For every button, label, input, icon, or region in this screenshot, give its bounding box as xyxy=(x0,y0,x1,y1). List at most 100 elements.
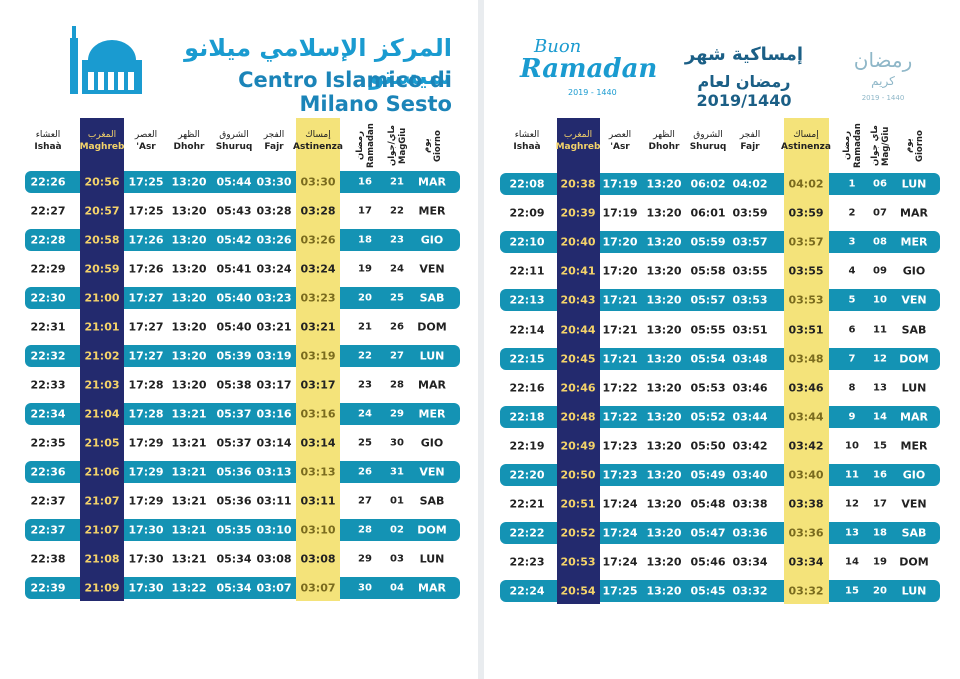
cell: 17:23 xyxy=(602,439,638,453)
astinenza-column xyxy=(296,118,340,601)
cell: 26 xyxy=(358,466,372,478)
cell: 05:46 xyxy=(690,555,726,569)
cell: 21:00 xyxy=(84,291,120,305)
cell: 13:20 xyxy=(646,323,682,336)
row-band xyxy=(25,345,460,367)
column-header-ar: الشروق xyxy=(693,130,723,140)
cell: 03:32 xyxy=(788,584,824,598)
cell: 03:21 xyxy=(256,320,292,334)
cell: 22:38 xyxy=(30,552,66,566)
cell: 13:21 xyxy=(171,407,207,421)
column-header-ar: ماي/جوان xyxy=(387,125,397,167)
column-header-ar: الفجر xyxy=(263,130,285,140)
cell: 05:50 xyxy=(690,439,726,453)
cell: 17:19 xyxy=(602,206,638,220)
column-header-ar: المغرب xyxy=(87,130,117,140)
cell: 15 xyxy=(845,585,859,597)
column-header-ar: الفجر xyxy=(739,130,761,140)
cell: 23 xyxy=(390,234,404,246)
cell: 08 xyxy=(873,236,887,248)
cell: 13:20 xyxy=(646,439,682,453)
cell: 30 xyxy=(390,437,404,449)
cell: GIO xyxy=(420,436,444,450)
cell: 24 xyxy=(390,263,404,275)
cell: MAR xyxy=(418,581,446,595)
cell: LUN xyxy=(901,381,927,395)
cell: 6 xyxy=(848,324,856,335)
cell: 02 xyxy=(390,524,404,536)
cell: MER xyxy=(418,407,446,421)
cell: 03:07 xyxy=(300,581,336,595)
cell: 03:53 xyxy=(732,293,768,307)
cell: 20:51 xyxy=(560,497,596,511)
cell: 20:45 xyxy=(560,352,596,366)
cell: 5 xyxy=(848,294,856,306)
cell: 17:30 xyxy=(128,552,164,566)
cell: MER xyxy=(418,204,446,218)
cell: 17:22 xyxy=(602,381,638,395)
cell: 13:20 xyxy=(171,378,207,392)
cell: 03:21 xyxy=(300,320,336,334)
cell: 17:25 xyxy=(602,584,638,598)
cell: 03:48 xyxy=(732,352,768,366)
cell: 22:14 xyxy=(509,323,545,336)
cell: 17:21 xyxy=(602,323,638,336)
row-band xyxy=(25,171,460,193)
column-header: Shuruq xyxy=(689,142,727,152)
column-header: Giorno xyxy=(915,130,925,162)
cell: 17:24 xyxy=(602,555,638,569)
cell: 21 xyxy=(358,321,372,333)
cell: 03:30 xyxy=(300,175,336,189)
cell: GIO xyxy=(902,468,926,482)
cell: 03:42 xyxy=(732,439,768,453)
column-header-ar: رمضان xyxy=(842,131,852,161)
cell: 20:54 xyxy=(560,584,596,598)
cell: 03:38 xyxy=(732,497,768,511)
cell: 22:27 xyxy=(30,204,66,218)
column-header: Astinenza xyxy=(781,142,831,152)
cell: 20:39 xyxy=(560,206,596,220)
cell: 2 xyxy=(848,207,856,219)
row-band xyxy=(25,287,460,309)
cell: 17:26 xyxy=(128,262,164,276)
cell: 4 xyxy=(848,265,856,277)
cell: 03:46 xyxy=(788,381,824,395)
cell: 9 xyxy=(848,411,856,423)
column-header-ar: إمساك xyxy=(305,130,331,140)
cell: 17:29 xyxy=(128,494,164,508)
cell: 23 xyxy=(358,379,372,391)
cell: SAB xyxy=(901,526,927,540)
cell: MER xyxy=(900,235,928,249)
column-header-ar: يوم xyxy=(904,138,914,154)
cell: 05:48 xyxy=(690,497,726,511)
cell: 05:53 xyxy=(690,381,726,395)
cell: 03:51 xyxy=(732,323,768,336)
title: Centro Islamico di Milano Sesto xyxy=(238,68,452,116)
cell: 17:20 xyxy=(602,264,638,278)
cell: 17:19 xyxy=(602,177,638,191)
row-band xyxy=(500,464,940,486)
cell: 22:29 xyxy=(30,262,66,276)
logo-ar-2: كريم xyxy=(871,74,895,88)
cell: LUN xyxy=(901,177,927,191)
cell: 03:10 xyxy=(256,523,292,537)
cell: 13:21 xyxy=(171,436,207,450)
cell: 22:28 xyxy=(30,233,66,247)
cell: 03:55 xyxy=(788,264,824,278)
cell: 22:26 xyxy=(30,175,66,189)
column-header-ar: يوم xyxy=(422,138,432,154)
cell: 05:57 xyxy=(690,293,726,307)
cell: VEN xyxy=(901,497,927,511)
cell: 03:14 xyxy=(256,436,292,450)
cell: 22:22 xyxy=(509,526,545,540)
cell: 17 xyxy=(873,498,887,510)
column-header: Maghreb xyxy=(555,142,601,152)
cell: 24 xyxy=(358,408,372,420)
cell: 17:24 xyxy=(602,497,638,511)
cell: 22:21 xyxy=(509,497,545,511)
cell: 30 xyxy=(358,582,372,594)
cell: 05:40 xyxy=(216,320,252,334)
column-header-ar: العصر xyxy=(134,130,158,140)
cell: 03:59 xyxy=(732,206,768,220)
cell: 22:36 xyxy=(30,465,66,479)
